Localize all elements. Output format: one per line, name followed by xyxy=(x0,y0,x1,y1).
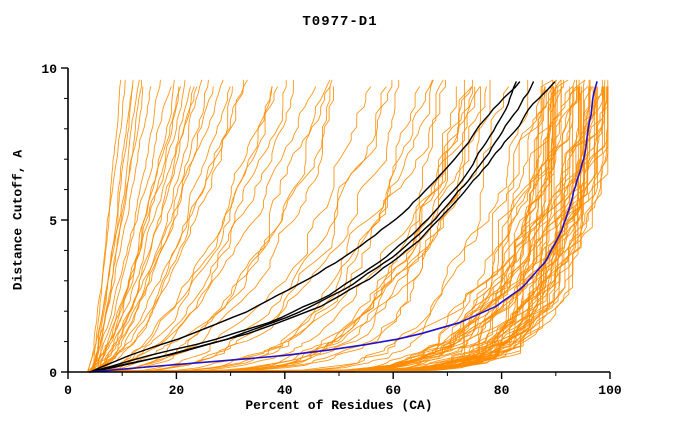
svg-text:80: 80 xyxy=(494,383,510,398)
svg-text:100: 100 xyxy=(598,383,622,398)
svg-text:40: 40 xyxy=(277,383,293,398)
svg-text:0: 0 xyxy=(64,383,72,398)
svg-text:0: 0 xyxy=(49,366,57,381)
svg-text:60: 60 xyxy=(385,383,401,398)
x-axis-label: Percent of Residues (CA) xyxy=(245,398,433,413)
svg-text:10: 10 xyxy=(41,62,57,77)
svg-text:20: 20 xyxy=(169,383,185,398)
svg-text:5: 5 xyxy=(49,214,57,229)
chart-title: T0977-D1 xyxy=(302,14,378,30)
y-axis-label: Distance Cutoff, A xyxy=(10,149,26,291)
